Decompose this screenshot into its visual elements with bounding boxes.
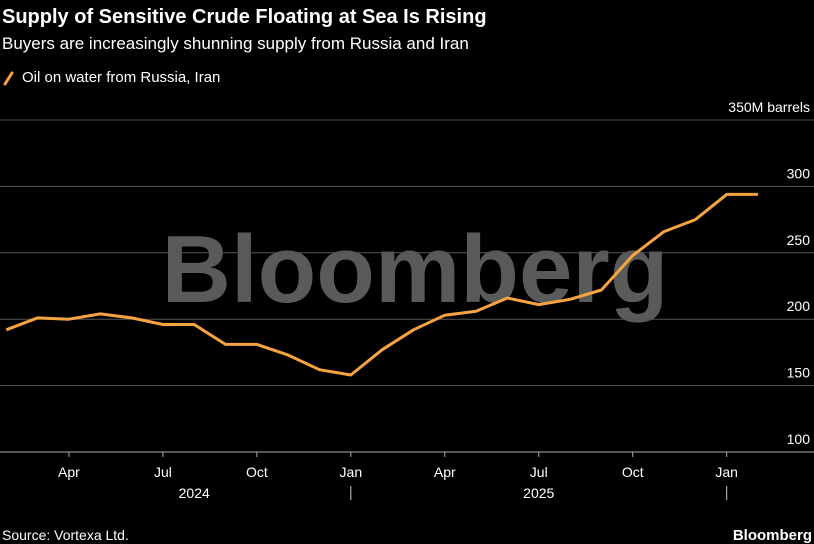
- legend-label: Oil on water from Russia, Iran: [22, 69, 220, 86]
- series-line: [5, 192, 758, 377]
- chart-title: Supply of Sensitive Crude Floating at Se…: [2, 6, 487, 28]
- x-tick-label: Jul: [154, 464, 172, 480]
- x-tick-label: Oct: [246, 464, 268, 480]
- x-tick-label: Apr: [434, 464, 456, 480]
- y-tick-label: 300: [787, 165, 811, 181]
- brand: Bloomberg: [733, 527, 812, 544]
- source: Source: Vortexa Ltd.: [2, 527, 129, 543]
- y-tick-label: 350M barrels: [728, 99, 810, 115]
- x-tick-label: Jan: [340, 464, 363, 480]
- x-tick-label: Jul: [530, 464, 548, 480]
- y-tick-label: 150: [787, 365, 811, 381]
- watermark: Bloomberg: [162, 216, 669, 323]
- x-tick-label: Jan: [715, 464, 738, 480]
- legend-swatch: [3, 71, 14, 86]
- x-tick-label: Apr: [58, 464, 80, 480]
- year-label: 2024: [179, 485, 210, 501]
- y-tick-label: 100: [787, 431, 811, 447]
- y-tick-label: 250: [787, 232, 811, 248]
- chart-subtitle: Buyers are increasingly shunning supply …: [2, 34, 469, 53]
- y-tick-label: 200: [787, 298, 811, 314]
- x-tick-label: Oct: [622, 464, 644, 480]
- year-label: 2025: [523, 485, 554, 501]
